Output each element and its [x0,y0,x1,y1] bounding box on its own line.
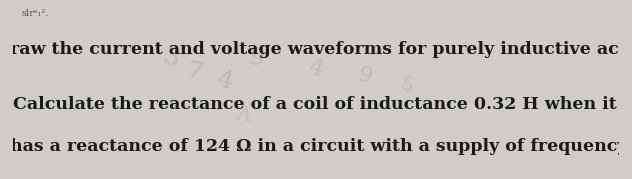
Text: raw the current and voltage waveforms for purely inductive ac loads.: raw the current and voltage waveforms fo… [9,41,632,58]
Text: 9: 9 [355,63,374,88]
Text: 7: 7 [184,59,205,86]
Text: has a reactance of 124 Ω in a circuit with a supply of frequency 5 kHz. Determi: has a reactance of 124 Ω in a circuit wi… [9,138,632,155]
Text: Calculate the reactance of a coil of inductance 0.32 H when it is connected to a: Calculate the reactance of a coil of ind… [13,96,632,113]
Text: 5: 5 [399,76,415,96]
Text: 3: 3 [159,45,182,72]
Text: 4: 4 [214,68,236,94]
Text: slrᵉ₁².: slrᵉ₁². [21,9,49,18]
Text: A: A [234,105,252,126]
Text: 9: 9 [245,45,266,72]
Text: 4: 4 [307,56,325,81]
